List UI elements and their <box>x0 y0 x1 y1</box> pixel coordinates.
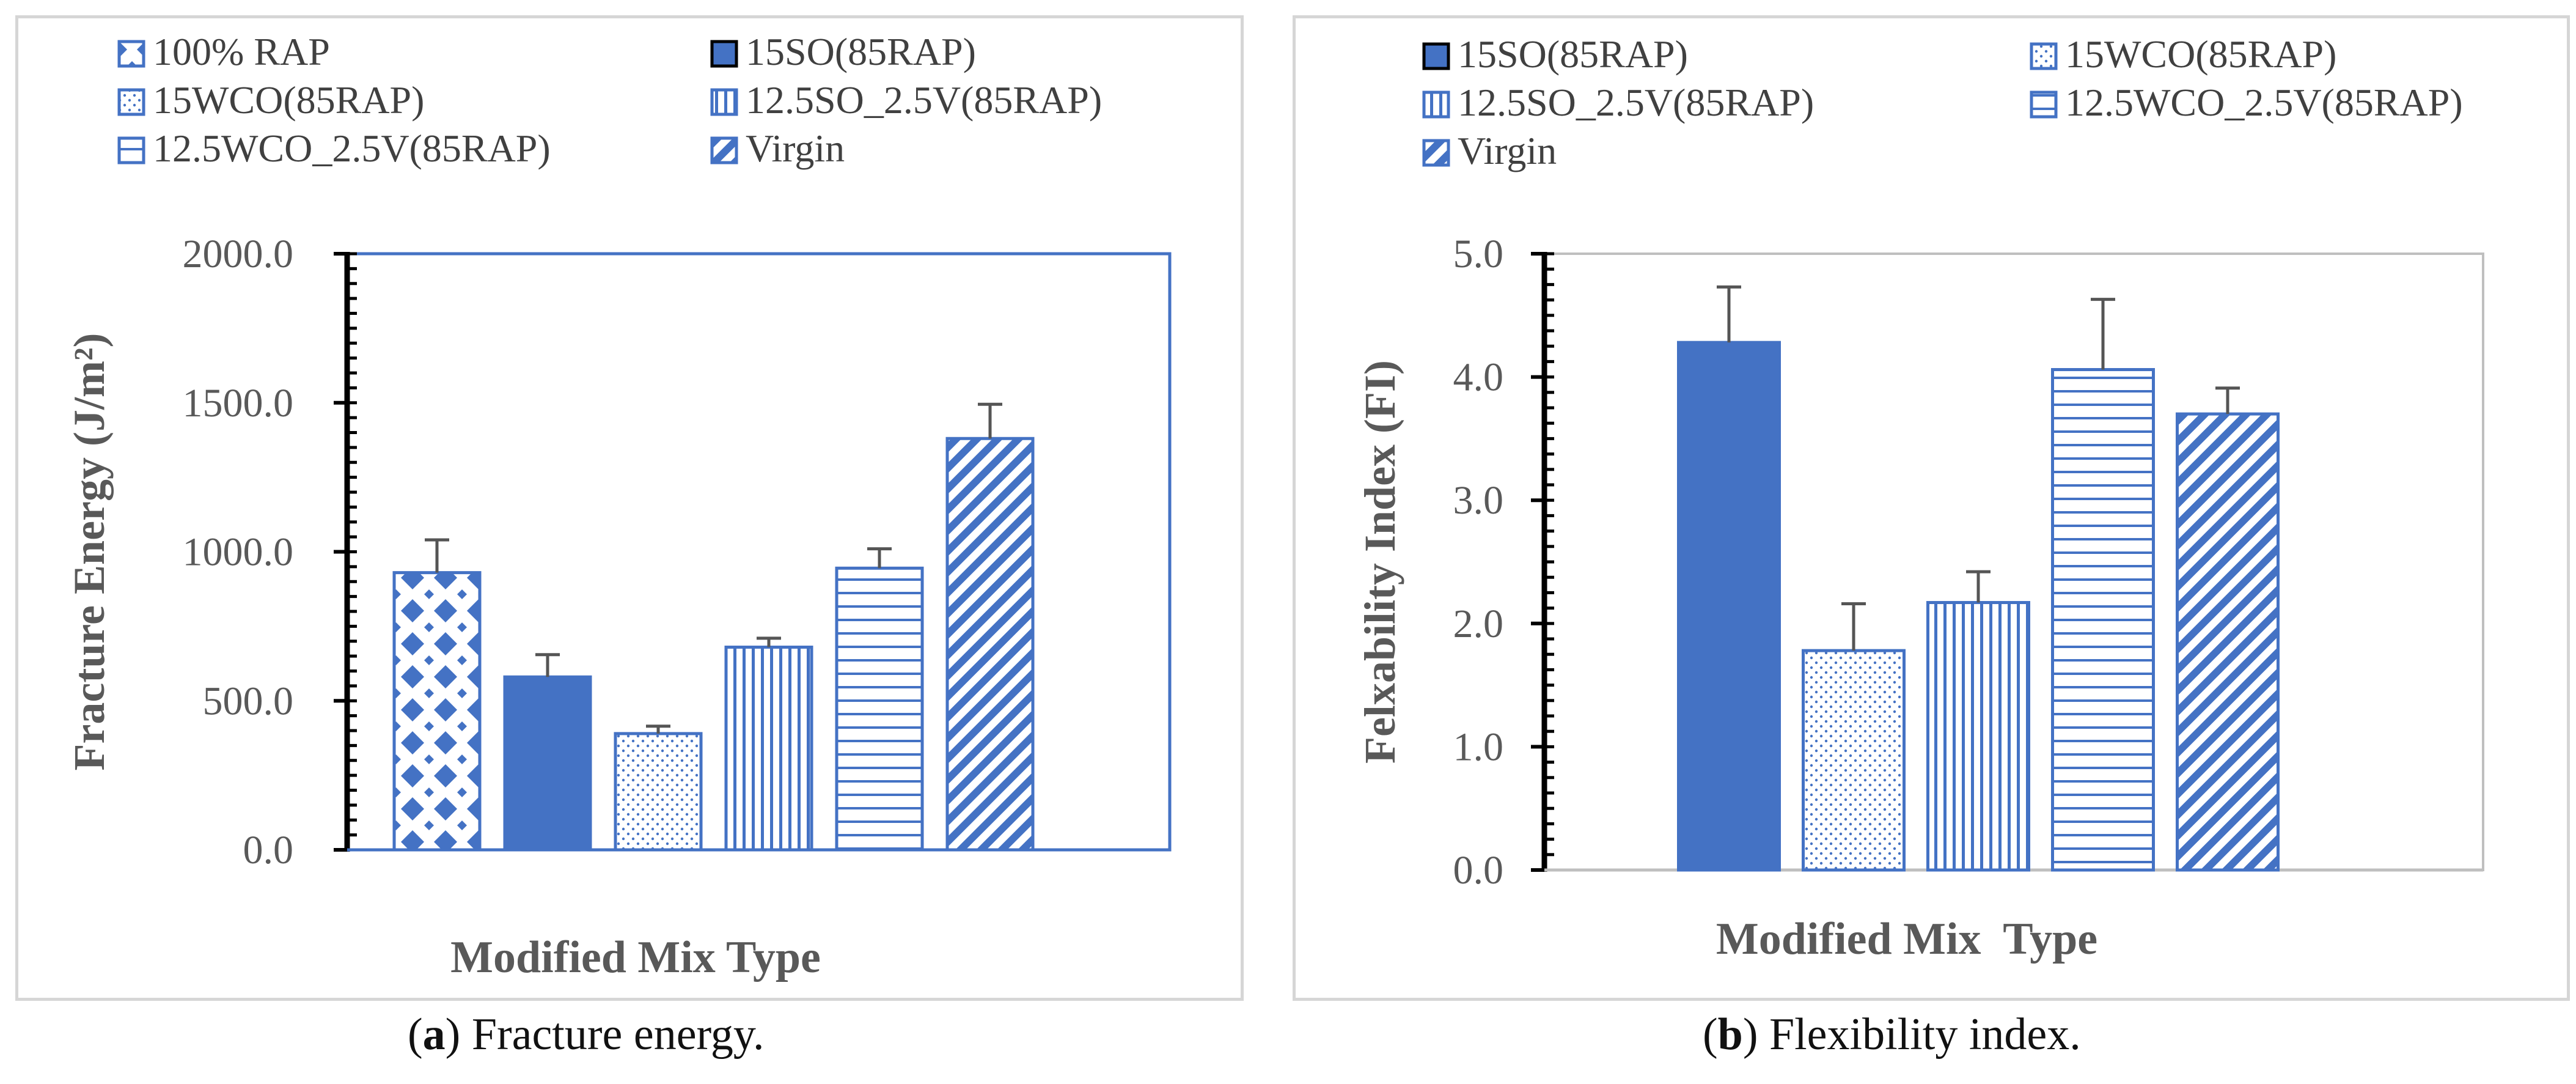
legend-swatch-15wco-85rap <box>117 88 145 116</box>
bar-12-5so-2-5v-85rap <box>1926 601 2030 872</box>
legend-label-12-5wco-2-5v-85rap: 12.5WCO_2.5V(85RAP) <box>153 127 551 170</box>
legend-swatch-12-5wco-2-5v-85rap <box>2030 90 2058 119</box>
chart-a: 0.0 500.0 1000.0 1500.0 2000.0 100% RAP 15SO(8… <box>65 30 1172 983</box>
legend-swatch-12-5so-2-5v-85rap <box>1422 90 1450 119</box>
bar-15wco-85rap <box>1802 649 1906 872</box>
y-tick-label: 500.0 <box>203 679 294 723</box>
chart-b: 0.0 1.0 2.0 3.0 4.0 5.0 15SO(85RAP) 15WCO(85RAP… <box>1356 32 2484 964</box>
legend-swatch-virgin <box>1422 139 1450 167</box>
chart-panel-a <box>15 15 1244 1001</box>
caption-a: (a) Fracture energy. <box>408 1009 765 1060</box>
y-tick-label: 1000.0 <box>183 530 294 575</box>
bar-12-5wco-2-5v-85rap <box>835 566 924 852</box>
caption-b-label: b <box>1717 1009 1743 1060</box>
caption-a-text: Fracture energy. <box>471 1009 765 1060</box>
bar-15so-85rap <box>1677 341 1781 872</box>
y-tick-label: 5.0 <box>1453 232 1504 276</box>
y-axis-label: Fracture Energy (J/m²) <box>65 333 114 770</box>
y-tick-label: 0.0 <box>243 828 294 872</box>
legend-swatch-15so-85rap <box>710 40 738 68</box>
bar-15so-85rap <box>503 675 592 852</box>
x-axis-label: Modified Mix Type <box>1716 914 2097 964</box>
caption-b: (b) Flexibility index. <box>1703 1009 2081 1060</box>
chart-panel-b <box>1293 15 2570 1001</box>
legend-label-15so-85rap: 15SO(85RAP) <box>746 30 976 73</box>
legend-label-15so-85rap: 15SO(85RAP) <box>1458 32 1688 76</box>
x-axis-label: Modified Mix Type <box>450 932 821 983</box>
legend-swatch-12-5so-2-5v-85rap <box>710 88 738 116</box>
y-tick-label: 2000.0 <box>183 232 294 276</box>
bar-100-rap <box>392 571 482 852</box>
legend-label-15wco-85rap: 15WCO(85RAP) <box>2065 32 2336 76</box>
y-tick-label: 2.0 <box>1453 602 1504 646</box>
caption-b-text: Flexibility index. <box>1769 1009 2081 1060</box>
bar-virgin <box>945 437 1035 852</box>
y-tick-label: 4.0 <box>1453 355 1504 400</box>
legend-label-12-5so-2-5v-85rap: 12.5SO_2.5V(85RAP) <box>746 78 1102 122</box>
legend-swatch-12-5wco-2-5v-85rap <box>117 136 145 164</box>
legend-label-12-5wco-2-5v-85rap: 12.5WCO_2.5V(85RAP) <box>2065 81 2463 124</box>
legend-label-12-5so-2-5v-85rap: 12.5SO_2.5V(85RAP) <box>1458 81 1814 124</box>
legend-swatch-100-rap <box>117 40 145 68</box>
bar-virgin <box>2176 412 2280 872</box>
legend-swatch-15so-85rap <box>1422 42 1450 70</box>
bar-12-5wco-2-5v-85rap <box>2051 368 2155 872</box>
legend-swatch-15wco-85rap <box>2030 42 2058 70</box>
y-tick-label: 1.0 <box>1453 725 1504 769</box>
bar-12-5so-2-5v-85rap <box>724 646 813 852</box>
y-tick-label: 0.0 <box>1453 848 1504 893</box>
y-tick-label: 3.0 <box>1453 478 1504 523</box>
y-axis-label: Felxability Index (FI) <box>1356 360 1404 764</box>
legend-label-15wco-85rap: 15WCO(85RAP) <box>153 78 424 122</box>
y-tick-label: 1500.0 <box>183 381 294 426</box>
legend-swatch-virgin <box>710 136 738 164</box>
legend-label-100-rap: 100% RAP <box>153 30 330 73</box>
legend-label-virgin: Virgin <box>746 127 845 170</box>
caption-a-label: a <box>422 1009 446 1060</box>
bar-15wco-85rap <box>614 732 703 852</box>
legend-label-virgin: Virgin <box>1458 129 1557 172</box>
